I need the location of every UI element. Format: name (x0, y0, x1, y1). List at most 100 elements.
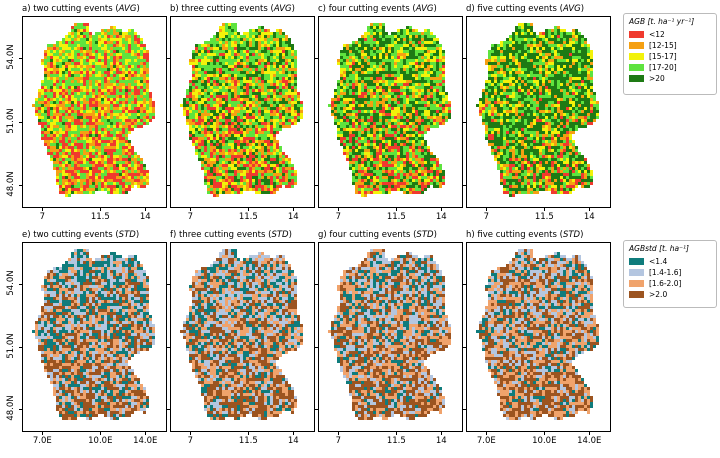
y-tick-mark (19, 121, 22, 123)
y-tick-mark (167, 283, 170, 285)
x-tick-mark (293, 432, 295, 435)
y-tick-mark (315, 58, 318, 60)
legend-swatch (629, 64, 644, 71)
top-panel-title: d) five cutting events (AVG) (466, 4, 585, 14)
legend-swatch (629, 258, 644, 265)
y-tick-mark (315, 184, 318, 186)
y-tick-mark (167, 121, 170, 123)
agbstd-legend: AGBstd [t. ha⁻¹] <1.4 [1.4-1.6] [1.6-2.0] >… (623, 240, 717, 308)
legend-label: <1.4 (649, 257, 668, 266)
germany-map (32, 23, 155, 197)
top-panel-title: b) three cutting events (AVG) (170, 4, 295, 14)
x-tick-label: 14 (435, 436, 447, 446)
x-tick-mark (396, 432, 398, 435)
x-tick-mark (396, 208, 398, 211)
x-tick-label: 14 (287, 212, 299, 222)
x-tick-label: 14.0E (133, 436, 158, 446)
top-panel-title: c) four cutting events (AVG) (318, 4, 437, 14)
legend-swatch (629, 269, 644, 276)
x-tick-mark (100, 208, 102, 211)
x-tick-label: 7.0E (476, 436, 496, 446)
legend-swatch (629, 31, 644, 38)
x-tick-mark (338, 208, 340, 211)
legend-entry: [1.6-2.0] (629, 278, 711, 289)
x-tick-mark (486, 432, 488, 435)
legend-entry: <1.4 (629, 256, 711, 267)
top-map-panel (170, 16, 315, 208)
germany-map (476, 249, 599, 420)
legend-label: [12-15] (649, 41, 677, 50)
bottom-panel-title: g) four cutting events (STD) (318, 230, 437, 240)
y-tick-mark (463, 121, 466, 123)
bottom-panel-title: e) two cutting events (STD) (22, 230, 140, 240)
top-map-panel (318, 16, 463, 208)
legend-label: [15-17] (649, 52, 677, 61)
legend-entry: <12 (629, 29, 711, 40)
legend-label: [17-20] (649, 63, 677, 72)
x-tick-mark (441, 208, 443, 211)
legend-swatch (629, 291, 644, 298)
legend-title: AGB [t. ha⁻¹ yr⁻¹] (629, 17, 695, 26)
y-tick-label: 48.0N (6, 171, 16, 197)
x-tick-mark (441, 432, 443, 435)
y-tick-mark (315, 283, 318, 285)
x-tick-mark (100, 432, 102, 435)
y-tick-label: 54.0N (6, 44, 16, 70)
x-tick-label: 11.5 (534, 212, 554, 222)
x-tick-mark (145, 432, 147, 435)
y-tick-mark (19, 283, 22, 285)
y-tick-mark (463, 184, 466, 186)
y-tick-label: 51.0N (6, 332, 16, 359)
y-tick-mark (463, 346, 466, 348)
legend-entry: >20 (629, 73, 711, 84)
x-tick-label: 14.0E (577, 436, 602, 446)
x-tick-mark (190, 432, 192, 435)
germany-map (180, 249, 303, 420)
legend-title: AGBstd [t. ha⁻¹] (629, 244, 689, 253)
y-tick-mark (167, 409, 170, 411)
legend-swatch (629, 75, 644, 82)
x-tick-label: 7.0E (32, 436, 52, 446)
x-tick-label: 14 (139, 212, 151, 222)
x-tick-mark (248, 208, 250, 211)
top-map-panel (466, 16, 611, 208)
bottom-panel-title: f) three cutting events (STD) (170, 230, 292, 240)
legend-label: <12 (649, 30, 665, 39)
bottom-map-panel (170, 242, 315, 432)
x-tick-label: 11.5 (90, 212, 110, 222)
x-tick-mark (486, 208, 488, 211)
germany-map (180, 23, 303, 197)
legend-entry: [1.4-1.6] (629, 267, 711, 278)
x-tick-mark (190, 208, 192, 211)
x-tick-label: 7 (187, 436, 194, 446)
y-tick-mark (315, 409, 318, 411)
legend-swatch (629, 42, 644, 49)
x-tick-mark (145, 208, 147, 211)
legend-entry: [12-15] (629, 40, 711, 51)
legend-label: >20 (649, 74, 665, 83)
x-tick-label: 7 (335, 436, 342, 446)
x-tick-label: 10.0E (88, 436, 113, 446)
y-tick-mark (19, 58, 22, 60)
y-tick-mark (19, 184, 22, 186)
x-tick-label: 11.5 (386, 436, 406, 446)
x-tick-label: 7 (483, 212, 490, 222)
y-tick-mark (19, 409, 22, 411)
legend-label: [1.6-2.0] (649, 279, 682, 288)
top-map-panel (22, 16, 167, 208)
legend-entry: [17-20] (629, 62, 711, 73)
agb-legend: AGB [t. ha⁻¹ yr⁻¹] <12 [12-15] [15-17] [17-… (623, 13, 717, 95)
germany-map (328, 23, 451, 197)
x-tick-mark (42, 208, 44, 211)
bottom-map-panel (318, 242, 463, 432)
x-tick-mark (248, 432, 250, 435)
legend-swatch (629, 53, 644, 60)
x-tick-label: 10.0E (532, 436, 557, 446)
y-tick-label: 54.0N (6, 270, 16, 296)
x-tick-mark (338, 432, 340, 435)
x-tick-label: 14 (287, 436, 299, 446)
legend-label: >2.0 (649, 290, 668, 299)
x-tick-label: 14 (435, 212, 447, 222)
x-tick-label: 7 (335, 212, 342, 222)
germany-map (476, 23, 599, 197)
